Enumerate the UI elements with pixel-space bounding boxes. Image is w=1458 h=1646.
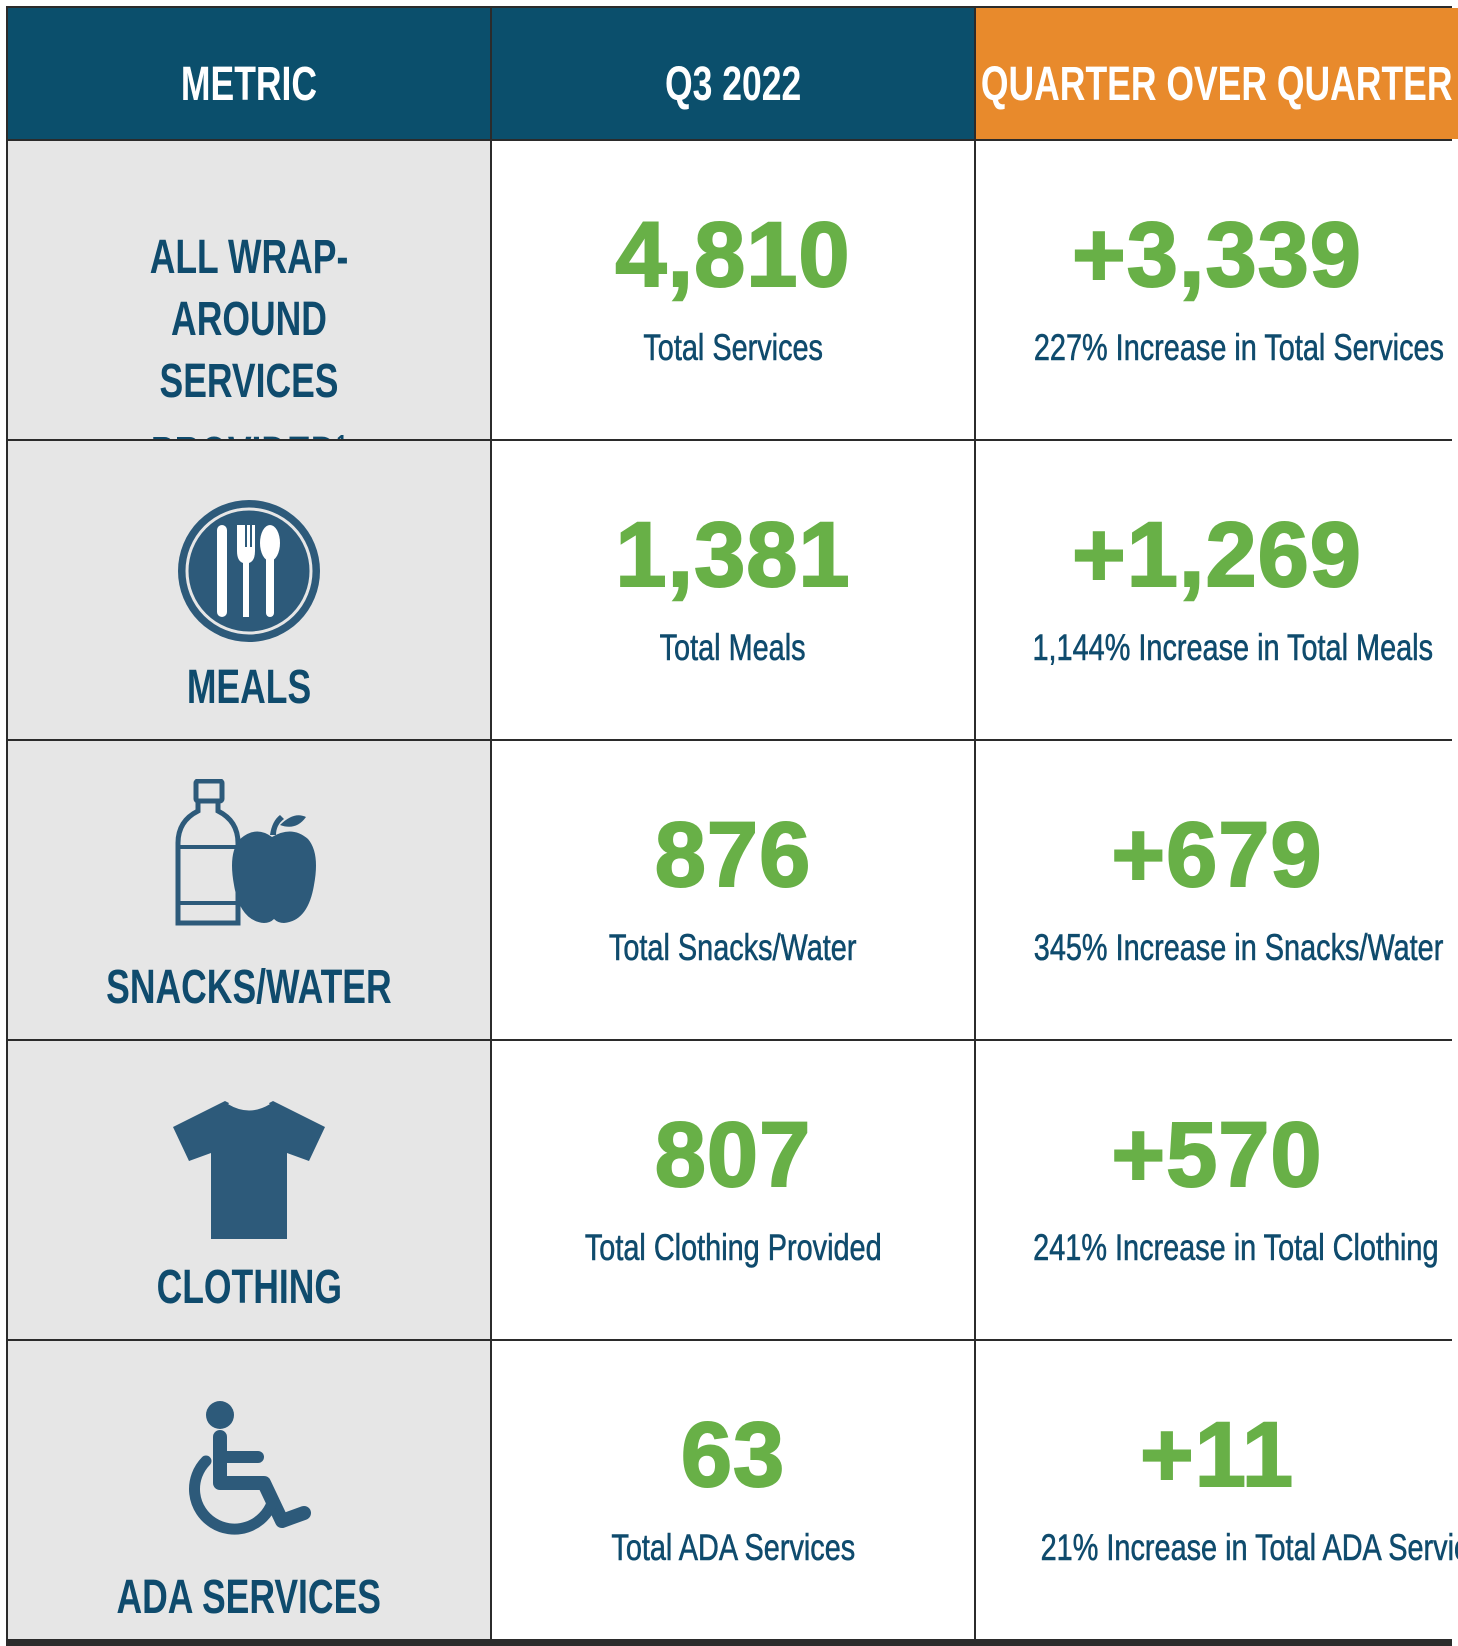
snacks-icon: [175, 779, 316, 926]
metric-text: MEALS: [186, 661, 312, 714]
header-text: Q3 2022: [664, 58, 802, 111]
value-label: Total Snacks/Water: [492, 927, 974, 969]
value-cell: 807 Total Clothing Provided: [492, 1041, 974, 1339]
value-cell: 4,810 Total Services: [492, 141, 974, 439]
value-label-text: Total ADA Services: [611, 1527, 855, 1569]
change-label: 1,144% Increase in Total Meals: [976, 627, 1458, 669]
meals-icon: [178, 500, 320, 642]
change-label: 227% Increase in Total Services: [976, 327, 1458, 369]
change-label: 241% Increase in Total Clothing: [976, 1227, 1458, 1269]
footnote: 1: [336, 429, 347, 439]
metric-label: CLOTHING: [8, 1260, 490, 1315]
metric-cell: ADA SERVICES: [8, 1341, 490, 1639]
change: +679: [1110, 803, 1323, 907]
change-cell: +679 345% Increase in Snacks/Water: [976, 741, 1458, 1039]
value-label-text: Total Meals: [660, 627, 806, 669]
metric-cell: ALL WRAP-AROUND SERVICES PROVIDED1: [8, 141, 490, 439]
change: +570: [1110, 1103, 1323, 1207]
change: +1,269: [1071, 503, 1362, 607]
metric-text: ALL WRAP-AROUND SERVICES PROVIDED: [149, 231, 349, 439]
value: 807: [654, 1103, 812, 1207]
value-cell: 1,381 Total Meals: [492, 441, 974, 739]
header-text: QUARTER OVER QUARTER: [981, 58, 1453, 111]
value-label: Total Services: [492, 327, 974, 369]
value-label-text: Total Clothing Provided: [584, 1227, 882, 1269]
metric-label: ADA SERVICES: [8, 1570, 490, 1625]
change: +3,339: [1071, 203, 1362, 307]
ada-icon: [189, 1401, 311, 1535]
metric-label: ALL WRAP-AROUND SERVICES PROVIDED1: [8, 227, 490, 439]
change-label: 345% Increase in Snacks/Water: [976, 927, 1458, 969]
value-label: Total Clothing Provided: [492, 1227, 974, 1269]
value-label: Total Meals: [492, 627, 974, 669]
value-label-text: Total Snacks/Water: [609, 927, 857, 969]
change-cell: +1,269 1,144% Increase in Total Meals: [976, 441, 1458, 739]
clothing-icon: [173, 1101, 325, 1239]
metric-text: CLOTHING: [156, 1261, 342, 1314]
metrics-table: METRIC Q3 2022 QUARTER OVER QUARTER ALL …: [6, 6, 1458, 1646]
value: 4,810: [614, 203, 851, 307]
header-text: METRIC: [180, 58, 318, 111]
change-label-text: 21% Increase in Total ADA Services: [1040, 1527, 1458, 1569]
change-label-text: 345% Increase in Snacks/Water: [1033, 927, 1444, 969]
value-cell: 876 Total Snacks/Water: [492, 741, 974, 1039]
change: +11: [1139, 1403, 1294, 1507]
header-cell: Q3 2022: [492, 8, 974, 139]
change-cell: +570 241% Increase in Total Clothing: [976, 1041, 1458, 1339]
change-label-text: 241% Increase in Total Clothing: [1033, 1227, 1439, 1269]
header-cell: QUARTER OVER QUARTER: [976, 8, 1458, 139]
value-label-text: Total Services: [643, 327, 823, 369]
change-label-text: 1,144% Increase in Total Meals: [1032, 627, 1434, 669]
header-cell: METRIC: [8, 8, 490, 139]
change-label: 21% Increase in Total ADA Services: [976, 1527, 1458, 1569]
metric-label: SNACKS/WATER: [8, 960, 490, 1015]
value-cell: 63 Total ADA Services: [492, 1341, 974, 1639]
metric-cell: SNACKS/WATER: [8, 741, 490, 1039]
change-cell: +3,339 227% Increase in Total Services: [976, 141, 1458, 439]
metric-cell: MEALS: [8, 441, 490, 739]
value: 63: [680, 1403, 786, 1507]
metric-label: MEALS: [8, 660, 490, 715]
metric-text: ADA SERVICES: [116, 1571, 382, 1624]
change-label-text: 227% Increase in Total Services: [1033, 327, 1445, 369]
value: 1,381: [614, 503, 851, 607]
value: 876: [654, 803, 812, 907]
metric-text: SNACKS/WATER: [106, 961, 392, 1014]
value-label: Total ADA Services: [492, 1527, 974, 1569]
change-cell: +11 21% Increase in Total ADA Services: [976, 1341, 1458, 1639]
metric-cell: CLOTHING: [8, 1041, 490, 1339]
